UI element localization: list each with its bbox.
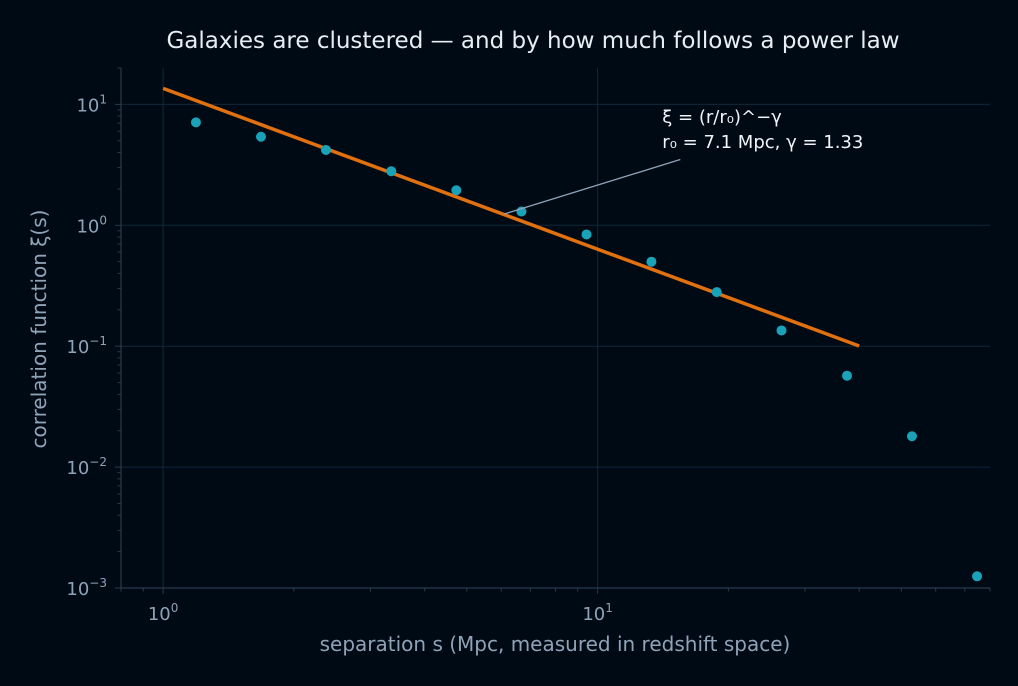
annotation: ξ = (r/r₀)^−γ r₀ = 7.1 Mpc, γ = 1.33 [504, 107, 863, 215]
y-tick-label: 10−3 [66, 576, 107, 600]
fit-line-layer [162, 86, 860, 348]
data-point [320, 144, 331, 155]
annotation-text: ξ = (r/r₀)^−γ [662, 107, 782, 128]
data-points-layer [190, 117, 983, 582]
data-point [711, 287, 722, 298]
y-tick-label: 10−2 [66, 455, 107, 479]
y-axis-label: correlation function ξ(s) [27, 210, 51, 449]
y-tick-label: 101 [76, 92, 107, 116]
data-point [646, 256, 657, 267]
data-point [906, 431, 917, 442]
power-law-fit-line [162, 86, 860, 348]
data-point [776, 325, 787, 336]
annotation-arrow [504, 158, 681, 215]
chart-title: Galaxies are clustered — and by how much… [166, 28, 899, 54]
x-tick-label: 100 [148, 601, 179, 625]
data-point [842, 370, 853, 381]
axes: 100 101 101 100 10−1 10−2 10−3 [66, 67, 991, 625]
data-point [581, 229, 592, 240]
data-point [972, 571, 983, 582]
x-axis-label: separation s (Mpc, measured in redshift … [320, 632, 791, 656]
y-tick-label: 10−1 [66, 334, 107, 358]
data-point [190, 117, 201, 128]
data-point [386, 166, 397, 177]
annotation-text: r₀ = 7.1 Mpc, γ = 1.33 [662, 132, 863, 153]
data-point [256, 131, 267, 142]
data-point [451, 185, 462, 196]
y-tick-label: 100 [76, 213, 107, 237]
x-tick-label: 101 [582, 601, 613, 625]
